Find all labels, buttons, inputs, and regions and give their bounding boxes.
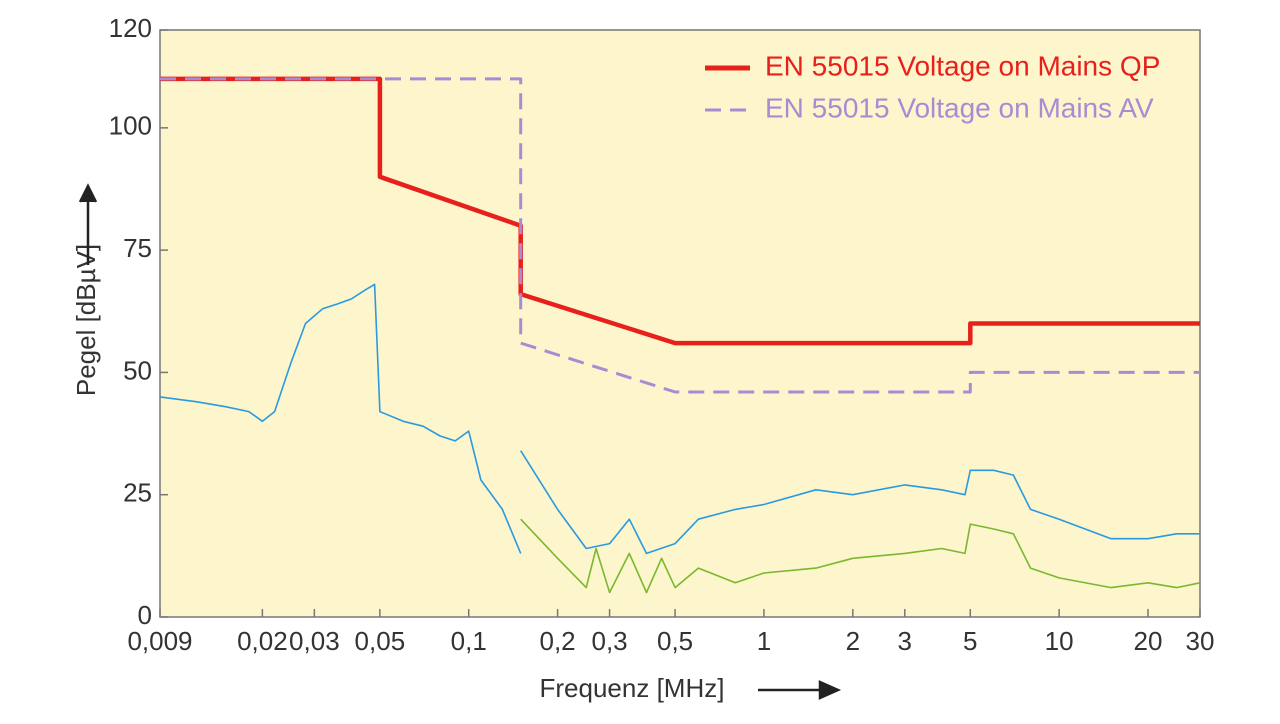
y-tick-label: 0 [138, 600, 152, 630]
x-tick-label: 0,05 [355, 626, 406, 656]
series-line [159, 283, 1200, 555]
x-tick-label: 0,3 [591, 626, 627, 656]
x-tick-label: 0,009 [127, 626, 192, 656]
y-tick-label: 120 [109, 13, 152, 43]
y-arrow [78, 183, 98, 265]
x-tick-label: 3 [898, 626, 912, 656]
x-tick-label: 2 [846, 626, 860, 656]
x-arrow [758, 680, 842, 700]
series-line [160, 77, 1200, 394]
x-tick-label: 0,03 [289, 626, 340, 656]
legend-label: EN 55015 Voltage on Mains AV [765, 92, 1154, 123]
series-line [520, 518, 1201, 594]
y-tick-label: 25 [123, 478, 152, 508]
x-tick-label: 20 [1134, 626, 1163, 656]
y-axis-label: Pegel [dBµV] [71, 244, 101, 396]
x-tick-label: 0,1 [451, 626, 487, 656]
x-tick-label: 0,02 [237, 626, 288, 656]
x-tick-label: 0,2 [540, 626, 576, 656]
x-tick-label: 5 [963, 626, 977, 656]
x-tick-label: 1 [757, 626, 771, 656]
y-tick-label: 75 [123, 233, 152, 263]
x-tick-label: 0,5 [657, 626, 693, 656]
legend-label: EN 55015 Voltage on Mains QP [765, 50, 1160, 81]
x-tick-label: 10 [1045, 626, 1074, 656]
y-tick-label: 100 [109, 111, 152, 141]
x-tick-label: 30 [1186, 626, 1215, 656]
x-axis-label: Frequenz [MHz] [540, 673, 725, 703]
y-tick-label: 50 [123, 355, 152, 385]
